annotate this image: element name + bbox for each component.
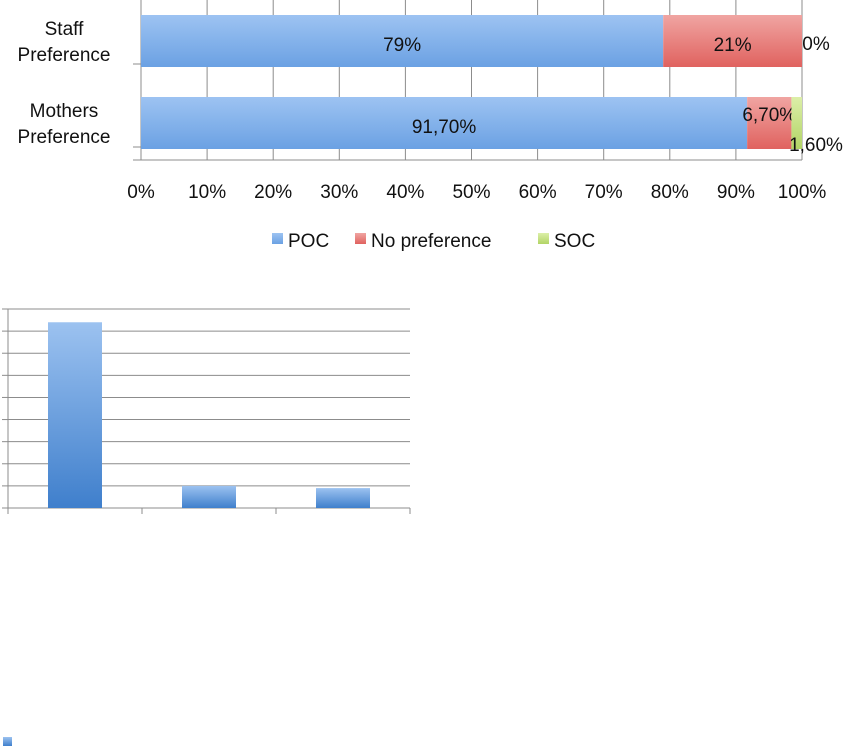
bar-segment-soc — [791, 97, 802, 149]
column-bar — [182, 485, 236, 508]
legend-swatch-soc — [538, 233, 549, 244]
data-label: 21% — [714, 35, 752, 56]
x-tick-label: 70% — [585, 182, 623, 203]
column-chart — [2, 308, 411, 746]
x-tick-label: 80% — [651, 182, 689, 203]
x-tick-label: 90% — [717, 182, 755, 203]
stacked-bar-chart: 0% 10% 20% 30% 40% 50% 60% 70% 80% 90% 100% Staff Pr… — [18, 0, 843, 252]
legend-label: SOC — [554, 231, 595, 252]
data-label: 6,70% — [742, 105, 796, 126]
legend-label: POC — [288, 231, 329, 252]
x-tick-label: 30% — [320, 182, 358, 203]
x-tick-label: 20% — [254, 182, 292, 203]
bar-segment-poc — [141, 97, 748, 149]
legend-swatch-no-preference — [355, 233, 366, 244]
x-tick-label: 10% — [188, 182, 226, 203]
bar-segment-no-preference — [663, 15, 802, 67]
legend-swatch-poc — [272, 233, 283, 244]
legend-label: No preference — [371, 231, 491, 252]
x-tick-label: 60% — [519, 182, 557, 203]
column-bar — [48, 322, 102, 508]
column-bar — [316, 488, 370, 508]
data-label: 0% — [802, 34, 830, 55]
data-label: 91,70% — [412, 117, 477, 138]
legend-swatch — [3, 737, 12, 746]
data-label: 79% — [383, 35, 421, 56]
category-label: Staff Preference — [18, 19, 111, 66]
x-tick-label: 50% — [452, 182, 490, 203]
x-tick-label: 100% — [778, 182, 827, 203]
category-label: Mothers Preference — [18, 101, 111, 148]
bar-segment-poc — [141, 15, 664, 67]
legend: POC No preference SOC — [272, 231, 595, 252]
data-label: 1,60% — [789, 135, 843, 156]
x-tick-label: 40% — [386, 182, 424, 203]
bar-segment-no-preference — [747, 97, 792, 149]
x-tick-label: 0% — [127, 182, 155, 203]
